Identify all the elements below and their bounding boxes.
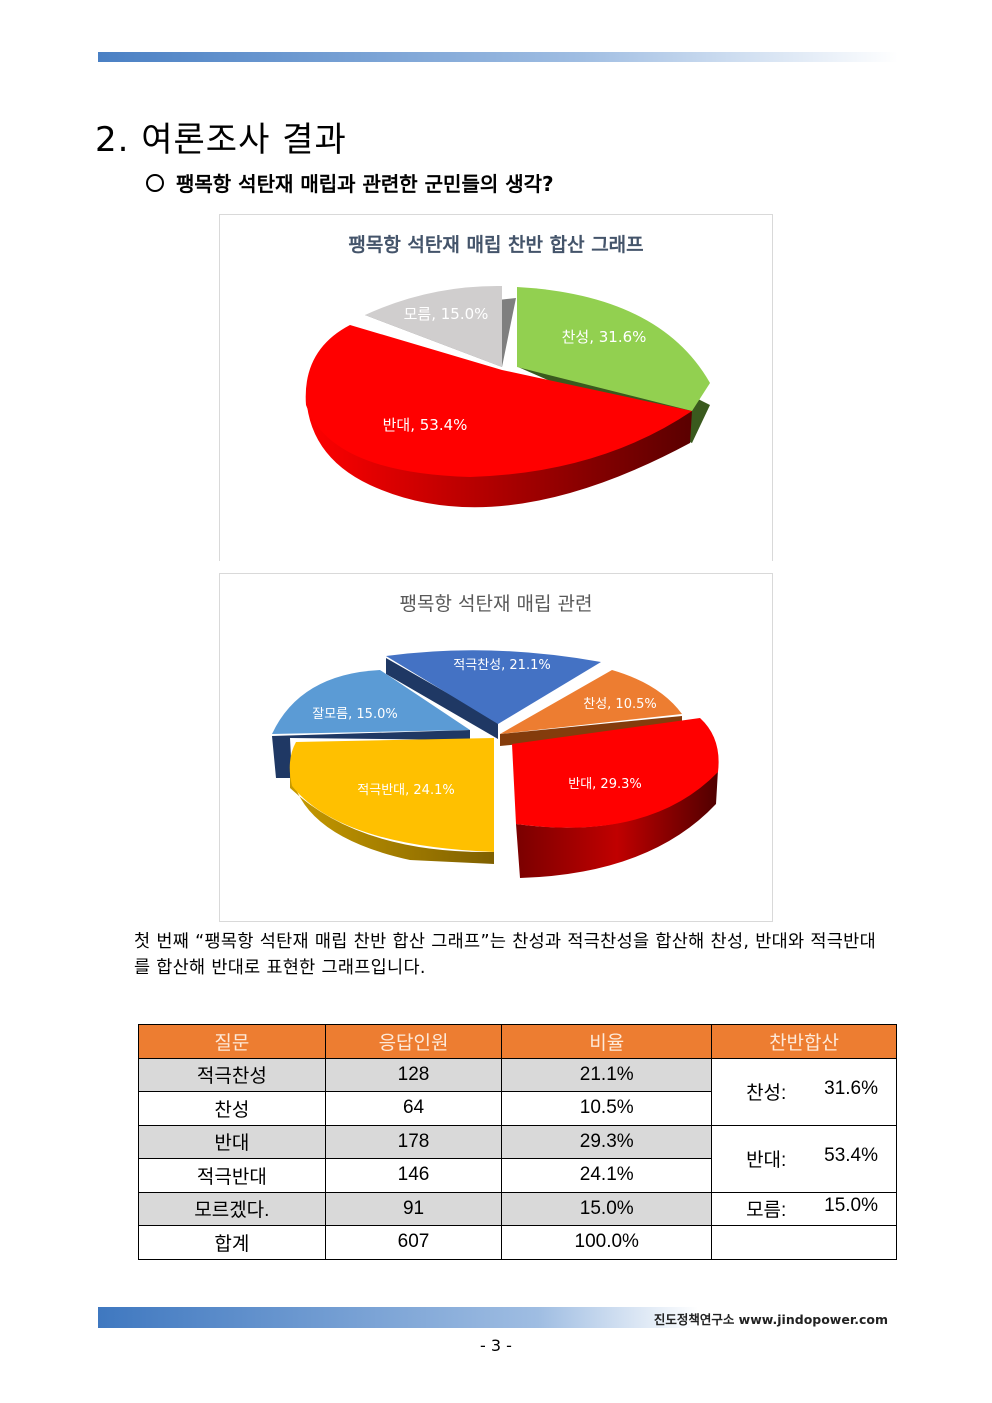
slice-bandae2 (512, 718, 719, 828)
label-jeokgeuk-chanseong: 적극찬성, 21.1% (453, 658, 550, 673)
slice-chanseong (517, 287, 710, 411)
table-row: 반대 178 29.3% 반대: 53.4% (138, 1124, 897, 1193)
cell-ratio: 21.1% (501, 1057, 713, 1092)
sum-value: 53.4% (824, 1145, 878, 1166)
label-jeokgeuk-bandae: 적극반대, 24.1% (357, 783, 454, 798)
cell-ratio: 15.0% (501, 1191, 713, 1226)
cell-ratio: 10.5% (501, 1091, 713, 1126)
slice-chanseong2 (500, 670, 682, 734)
label-chanseong2: 찬성, 10.5% (583, 697, 656, 712)
slice-bandae (305, 325, 692, 477)
label-bandae: 반대, 53.4% (383, 416, 468, 434)
slice-jalmoreum (272, 670, 470, 734)
cell-ratio: 29.3% (501, 1124, 713, 1159)
subtitle-row: 팽목항 석탄재 매립과 관련한 군민들의 생각? (146, 168, 554, 197)
table-row: 적극찬성 128 21.1% 찬성: 31.6% (138, 1057, 897, 1126)
slice-jeokgeuk-chanseong (386, 650, 601, 724)
cell-sum-bandae: 반대: 53.4% (711, 1124, 897, 1193)
table-row: 모르겠다. 91 15.0% 모름: 15.0% (138, 1191, 897, 1226)
chart-detailed: 팽목항 석탄재 매립 관련 적극찬성, 21.1% 찬성, 10.5% 잘모름,… (219, 573, 773, 922)
header-decoration-bar (98, 52, 898, 62)
sum-label: 찬성: (746, 1083, 787, 1104)
cell-sum-chanseong: 찬성: 31.6% (711, 1057, 897, 1126)
section-title: 2. 여론조사 결과 (95, 120, 347, 160)
cell-ratio: 100.0% (501, 1225, 713, 1260)
footer-organization: 진도정책연구소 www.jindopower.com (653, 1312, 888, 1327)
cell-count: 178 (324, 1124, 503, 1159)
chart-detailed-title: 팽목항 석탄재 매립 관련 (400, 593, 593, 615)
header-respondents: 응답인원 (324, 1024, 503, 1059)
header-ratio: 비율 (501, 1024, 713, 1059)
sum-value: 15.0% (824, 1195, 878, 1217)
slice-jeokgeuk-bandae (289, 738, 494, 852)
explanation-paragraph: 첫 번째 “팽목항 석탄재 매립 찬반 합산 그래프”는 찬성과 적극찬성을 합… (134, 932, 876, 978)
cell-question: 모르겠다. (138, 1191, 326, 1226)
label-moreum: 모름, 15.0% (404, 305, 489, 323)
slice-chanseong2-side (500, 716, 682, 746)
cell-count: 91 (324, 1191, 503, 1226)
cell-question: 반대 (138, 1124, 326, 1159)
label-bandae2: 반대, 29.3% (568, 777, 641, 792)
circle-bullet-icon (146, 173, 164, 192)
cell-count: 64 (324, 1091, 503, 1126)
cell-count: 128 (324, 1057, 503, 1092)
cell-sum-empty (711, 1225, 897, 1260)
table-header-row: 질문 응답인원 비율 찬반합산 (138, 1024, 897, 1059)
chart-combined-svg: 팽목항 석탄재 매립 찬반 합산 그래프 모름, 15.0% 찬성, 31.6%… (305, 234, 710, 508)
results-table: 질문 응답인원 비율 찬반합산 적극찬성 128 21.1% 찬성: 31.6% … (138, 1024, 897, 1260)
slice-jeokgeuk-chanseong-side (386, 658, 498, 739)
label-chanseong: 찬성, 31.6% (562, 328, 647, 346)
cell-count: 607 (324, 1225, 503, 1260)
cell-question: 적극찬성 (138, 1057, 326, 1092)
header-sum: 찬반합산 (711, 1024, 897, 1059)
cell-ratio: 24.1% (501, 1158, 713, 1193)
chart-combined: 팽목항 석탄재 매립 찬반 합산 그래프 모름, 15.0% 찬성, 31.6%… (219, 214, 773, 561)
footer-decoration-bar (98, 1307, 898, 1328)
subtitle: 팽목항 석탄재 매립과 관련한 군민들의 생각? (176, 172, 554, 196)
sum-value: 31.6% (824, 1078, 878, 1099)
slice-jalmoreum-side (272, 730, 470, 778)
cell-question: 적극반대 (138, 1158, 326, 1193)
cell-question: 찬성 (138, 1091, 326, 1126)
cell-sum-moreum: 모름: 15.0% (711, 1191, 897, 1226)
chart-combined-title: 팽목항 석탄재 매립 찬반 합산 그래프 (348, 234, 643, 256)
table-row-total: 합계 607 100.0% (138, 1225, 897, 1260)
table-row: 찬성 64 10.5% (138, 1091, 897, 1126)
header-question: 질문 (138, 1024, 326, 1059)
table-row: 적극반대 146 24.1% (138, 1158, 897, 1193)
page-number: - 3 - (480, 1336, 512, 1355)
sum-label: 반대: (746, 1150, 787, 1171)
sum-label: 모름: (746, 1200, 787, 1222)
label-jalmoreum: 잘모름, 15.0% (312, 707, 397, 722)
slice-jeokgeuk-bandae-side (290, 760, 494, 864)
cell-count: 146 (324, 1158, 503, 1193)
slice-bandae-side (306, 390, 692, 508)
slice-bandae2-side (516, 770, 718, 878)
chart-detailed-svg: 팽목항 석탄재 매립 관련 적극찬성, 21.1% 찬성, 10.5% 잘모름,… (272, 593, 719, 878)
slice-moreum (365, 285, 502, 367)
cell-question: 합계 (138, 1225, 326, 1260)
